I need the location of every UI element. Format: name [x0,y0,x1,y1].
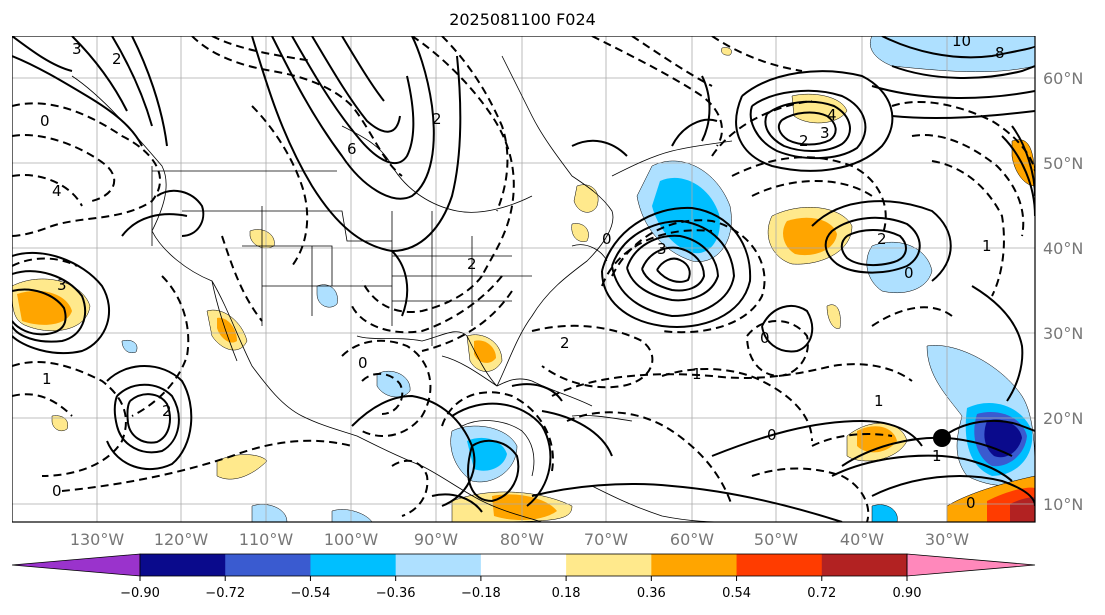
longitude-labels: 130°W 120°W 110°W 100°W 90°W 80°W 70°W 6… [70,530,969,549]
lat-label: 30°N [1043,324,1083,343]
colorbar-tick-label: −0.72 [205,586,245,601]
contour-label: 1 [692,365,702,383]
colorbar-segment [140,554,226,576]
contour-label: 2 [432,110,442,128]
contour-labels: 3 2 0 4 6 2 8 10 3 2 1 0 3 2 2 0 1 2 0 1… [40,36,1005,512]
lon-label: 100°W [324,530,379,549]
lat-label: 10°N [1043,495,1083,514]
colorbar-tick-label: 0.18 [552,586,581,601]
lon-label: 60°W [670,530,714,549]
contour-label: 0 [602,230,612,248]
contour-label: 0 [40,112,50,130]
coastlines [71,55,733,522]
contour-label: 8 [995,44,1005,62]
contour-label: 0 [52,482,62,500]
colorbar: −0.90 −0.72 −0.54 −0.36 −0.18 0.18 0.36 0.54 0.7… [12,553,1036,601]
lon-label: 110°W [239,530,294,549]
colorbar-extend-low [12,553,141,577]
colorbar-segment [480,554,567,576]
lon-label: 90°W [414,530,458,549]
colorbar-segment [310,554,397,576]
colorbar-segment [736,554,823,576]
colorbar-tick-label: 0.36 [637,586,666,601]
lat-label: 60°N [1043,69,1083,88]
lon-label: 80°W [500,530,544,549]
lon-label: 30°W [925,530,969,549]
contour-label: 0 [767,426,777,444]
colorbar-segment [225,554,311,576]
colorbar-tick-label: −0.36 [376,586,416,601]
lat-label: 20°N [1043,409,1083,428]
colorbar-tick-label: 0.90 [893,586,922,601]
contour-label: 3 [57,276,67,294]
colorbar-segment [821,554,908,576]
colorbar-tick-label: −0.90 [120,586,160,601]
contour-label: 2 [799,132,809,150]
contour-label: 1 [874,392,884,410]
graticule [12,36,1035,522]
contour-label: 6 [347,140,357,158]
lon-label: 50°W [754,530,798,549]
lon-label: 70°W [584,530,628,549]
contour-label: 3 [657,240,667,258]
contour-label: 2 [560,334,570,352]
contour-label: 10 [952,36,971,50]
colorbar-tick-label: 0.54 [722,586,751,601]
colorbar-segment [566,554,652,576]
contour-label: 0 [760,329,770,347]
contour-label: 3 [72,40,82,58]
lat-label: 50°N [1043,154,1083,173]
lon-label: 120°W [154,530,209,549]
contour-label: 2 [467,255,477,273]
colorbar-tick-label: −0.54 [291,586,331,601]
contour-label: 4 [827,106,837,124]
map-title: 2025081100 F024 [449,10,596,29]
lon-label: 40°W [840,530,884,549]
colorbar-extend-high [906,553,1036,577]
colorbar-segment [395,554,482,576]
contour-label: 2 [112,50,122,68]
colorbar-frame [139,553,908,577]
contour-label: 3 [820,124,830,142]
contour-label: 2 [162,402,172,420]
contour-label: 0 [358,354,368,372]
colorbar-tick-label: −0.18 [461,586,501,601]
map-panel: 3 2 0 4 6 2 8 10 3 2 1 0 3 2 2 0 1 2 0 1… [12,36,1083,601]
contour-label: 0 [904,264,914,282]
latitude-labels: 60°N 50°N 40°N 30°N 20°N 10°N [1043,69,1083,514]
contour-label: 4 [52,182,62,200]
contour-label: 1 [932,447,942,465]
contour-label: 1 [42,370,52,388]
contour-label: 0 [966,494,976,512]
lon-label: 130°W [70,530,125,549]
colorbar-segment [651,554,738,576]
contour-label: 1 [982,237,992,255]
dashed-contours [12,36,1035,522]
lat-label: 40°N [1043,239,1083,258]
solid-contours [12,36,1035,522]
colorbar-tick-label: 0.72 [807,586,836,601]
map-frame [12,36,1036,523]
contour-label: 2 [877,230,887,248]
